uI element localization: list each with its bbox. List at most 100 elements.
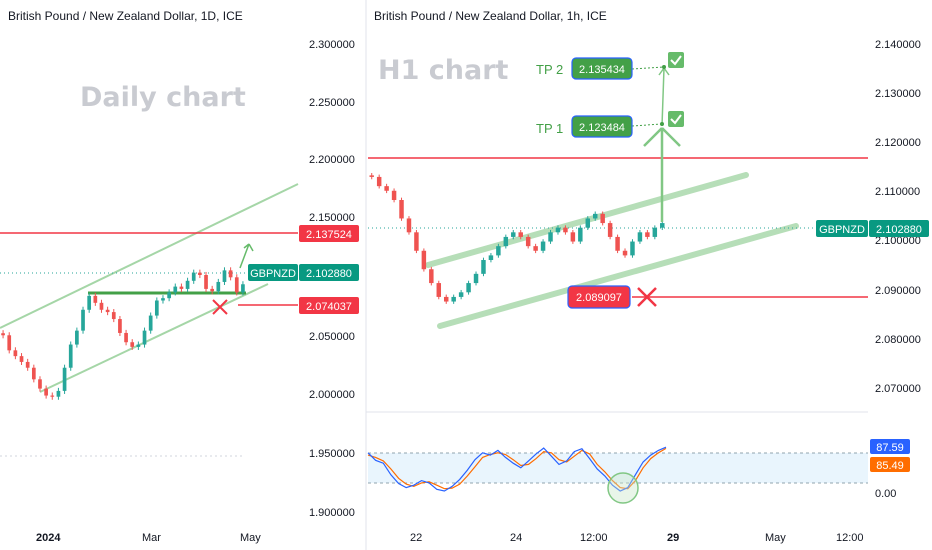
right-candle — [414, 232, 419, 251]
left-candle — [25, 361, 30, 368]
left-candle — [210, 288, 215, 292]
right-x-axis: 22 24 12:00 29 May 12:00 — [410, 532, 864, 544]
right-y-tick: 2.140000 — [875, 39, 921, 51]
right-x-tick: 12:00 — [836, 532, 864, 544]
right-tp2-dot — [662, 65, 666, 69]
left-candle — [105, 309, 110, 313]
left-candle — [62, 367, 67, 391]
left-chart-watermark: Daily chart — [80, 82, 246, 113]
left-candle — [228, 270, 233, 278]
left-candle — [216, 281, 221, 292]
right-candle — [563, 227, 568, 233]
left-candle — [81, 309, 85, 331]
right-y-axis: 2.140000 2.130000 2.120000 2.110000 2.10… — [875, 39, 921, 395]
right-candle — [458, 292, 464, 297]
right-candle — [443, 296, 449, 302]
right-candle — [496, 246, 501, 256]
right-candle — [406, 218, 412, 233]
left-y-tick: 2.300000 — [309, 39, 355, 51]
left-candle — [44, 388, 48, 396]
left-candle — [191, 272, 196, 281]
right-tp1-badge: 2.123484 — [571, 115, 633, 138]
left-up-arrow-icon — [239, 243, 254, 269]
right-y-tick: 2.130000 — [875, 88, 921, 100]
oscillator-band — [368, 453, 868, 483]
right-candle — [436, 283, 442, 297]
right-tp1-check-icon — [668, 111, 684, 127]
right-candle — [578, 227, 583, 242]
left-candle — [75, 330, 79, 345]
right-y-tick: 2.120000 — [875, 137, 921, 149]
left-candle — [179, 286, 184, 289]
right-candle — [555, 227, 561, 233]
right-candle — [511, 232, 516, 237]
right-tp2-badge: 2.135434 — [571, 57, 633, 80]
left-channel-upper — [0, 183, 299, 329]
left-candle — [99, 302, 104, 310]
left-candle — [7, 335, 12, 351]
left-candle — [13, 350, 18, 357]
right-y-tick: 2.080000 — [875, 334, 921, 346]
right-candle — [525, 236, 531, 247]
right-candle — [481, 260, 486, 274]
left-candle — [241, 284, 245, 293]
right-candle — [607, 223, 613, 237]
left-candle — [31, 367, 36, 380]
left-candle — [148, 315, 153, 331]
right-candle — [429, 269, 434, 284]
right-tp2-check-icon — [668, 52, 684, 68]
left-candle — [185, 280, 190, 289]
left-x-tick: May — [240, 532, 261, 544]
right-tp1-label: TP 1 — [536, 121, 563, 136]
right-tp1-dot — [660, 122, 664, 126]
left-x-tick: 2024 — [36, 532, 61, 544]
left-channel-lower — [39, 283, 269, 393]
left-candle — [161, 298, 165, 301]
oscillator-d-value: 85.49 — [876, 460, 904, 472]
right-price-value: 2.102880 — [876, 224, 922, 236]
left-chart-title: British Pound / New Zealand Dollar, 1D, … — [8, 9, 243, 23]
right-y-tick: 2.070000 — [875, 383, 921, 395]
right-candle — [488, 255, 494, 260]
right-candle — [421, 250, 427, 270]
right-candle — [660, 223, 665, 228]
right-candle — [384, 186, 389, 191]
left-resistance-badge: 2.137524 — [299, 225, 359, 242]
right-candle — [592, 213, 598, 219]
right-candle — [600, 213, 605, 224]
right-candle — [376, 176, 382, 187]
left-stop-value: 2.074037 — [306, 301, 352, 313]
right-tp2-value: 2.135434 — [579, 64, 625, 76]
left-price-value: 2.102880 — [306, 268, 352, 280]
right-candle — [473, 273, 479, 284]
right-candle — [391, 190, 397, 200]
left-candles — [1, 267, 245, 400]
right-candle — [503, 236, 509, 247]
left-candle — [1, 333, 5, 336]
right-chart-watermark: H1 chart — [378, 55, 509, 86]
left-candle — [154, 300, 159, 316]
left-candle — [111, 312, 116, 320]
left-y-tick: 1.950000 — [309, 448, 355, 460]
left-y-tick: 2.200000 — [309, 154, 355, 166]
left-candle — [136, 344, 141, 347]
left-candle — [204, 275, 208, 289]
right-tp1-arrow-icon — [643, 127, 681, 222]
left-candle — [50, 395, 55, 397]
left-candle — [118, 319, 122, 333]
right-candle — [585, 218, 591, 228]
right-tp2-label: TP 2 — [536, 62, 563, 77]
left-candle — [130, 342, 135, 347]
right-chart[interactable]: British Pound / New Zealand Dollar, 1h, … — [366, 9, 929, 544]
right-y-tick: 2.110000 — [875, 186, 920, 198]
right-candle — [369, 175, 374, 177]
left-candle — [167, 292, 171, 299]
oscillator-d-badge: 85.49 — [870, 457, 910, 472]
oscillator-zero-tick: 0.00 — [875, 488, 896, 500]
right-candle — [548, 232, 553, 242]
left-candle — [19, 356, 24, 362]
right-candles — [369, 173, 665, 304]
right-chart-title: British Pound / New Zealand Dollar, 1h, … — [374, 9, 607, 23]
left-chart[interactable]: British Pound / New Zealand Dollar, 1D, … — [0, 9, 359, 544]
